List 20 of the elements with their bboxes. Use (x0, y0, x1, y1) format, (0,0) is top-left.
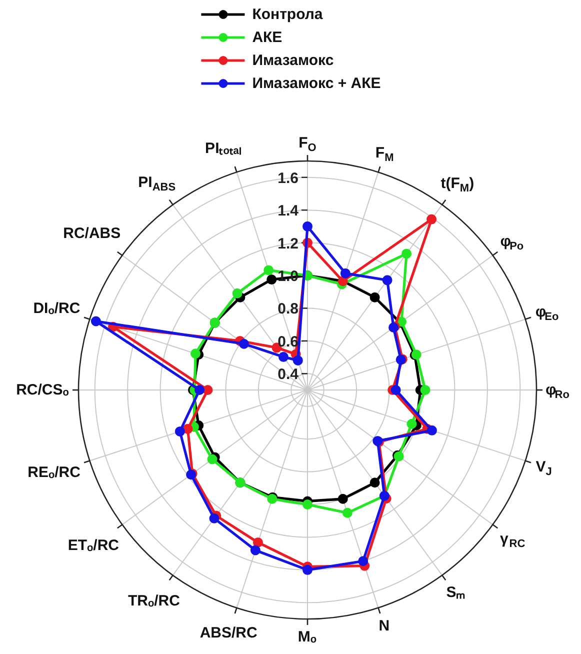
legend-label: АКЕ (252, 28, 282, 47)
legend-label: Имазамокс (252, 50, 334, 70)
spoke-label: N (378, 618, 390, 635)
y-tick-label: 1.2 (278, 235, 299, 252)
spoke-label: ABS/RC (200, 624, 258, 642)
y-tick-label: 0.8 (278, 300, 299, 318)
legend-label: Имазамокс + АКЕ (252, 74, 381, 93)
spoke-label: REₒ/RC (28, 464, 81, 481)
spoke-label: PIₜₒₜₐₗ (205, 140, 242, 157)
spoke-label: Mₒ (298, 628, 317, 646)
spoke-label: ETₒ/RC (68, 536, 120, 554)
y-tick-label: 1.4 (278, 202, 300, 220)
y-tick-label: 0.4 (278, 366, 300, 384)
spoke-label: DIₒ/RC (33, 300, 80, 318)
spoke-label: Sₘ (446, 584, 466, 601)
legend-label: Контрола (252, 4, 323, 24)
spoke-label: TRₒ/RC (128, 592, 180, 610)
spoke-label: RC/CSₒ (16, 382, 69, 398)
y-tick-label: 1.6 (278, 170, 299, 187)
spoke-label: RC/ABS (63, 224, 121, 242)
